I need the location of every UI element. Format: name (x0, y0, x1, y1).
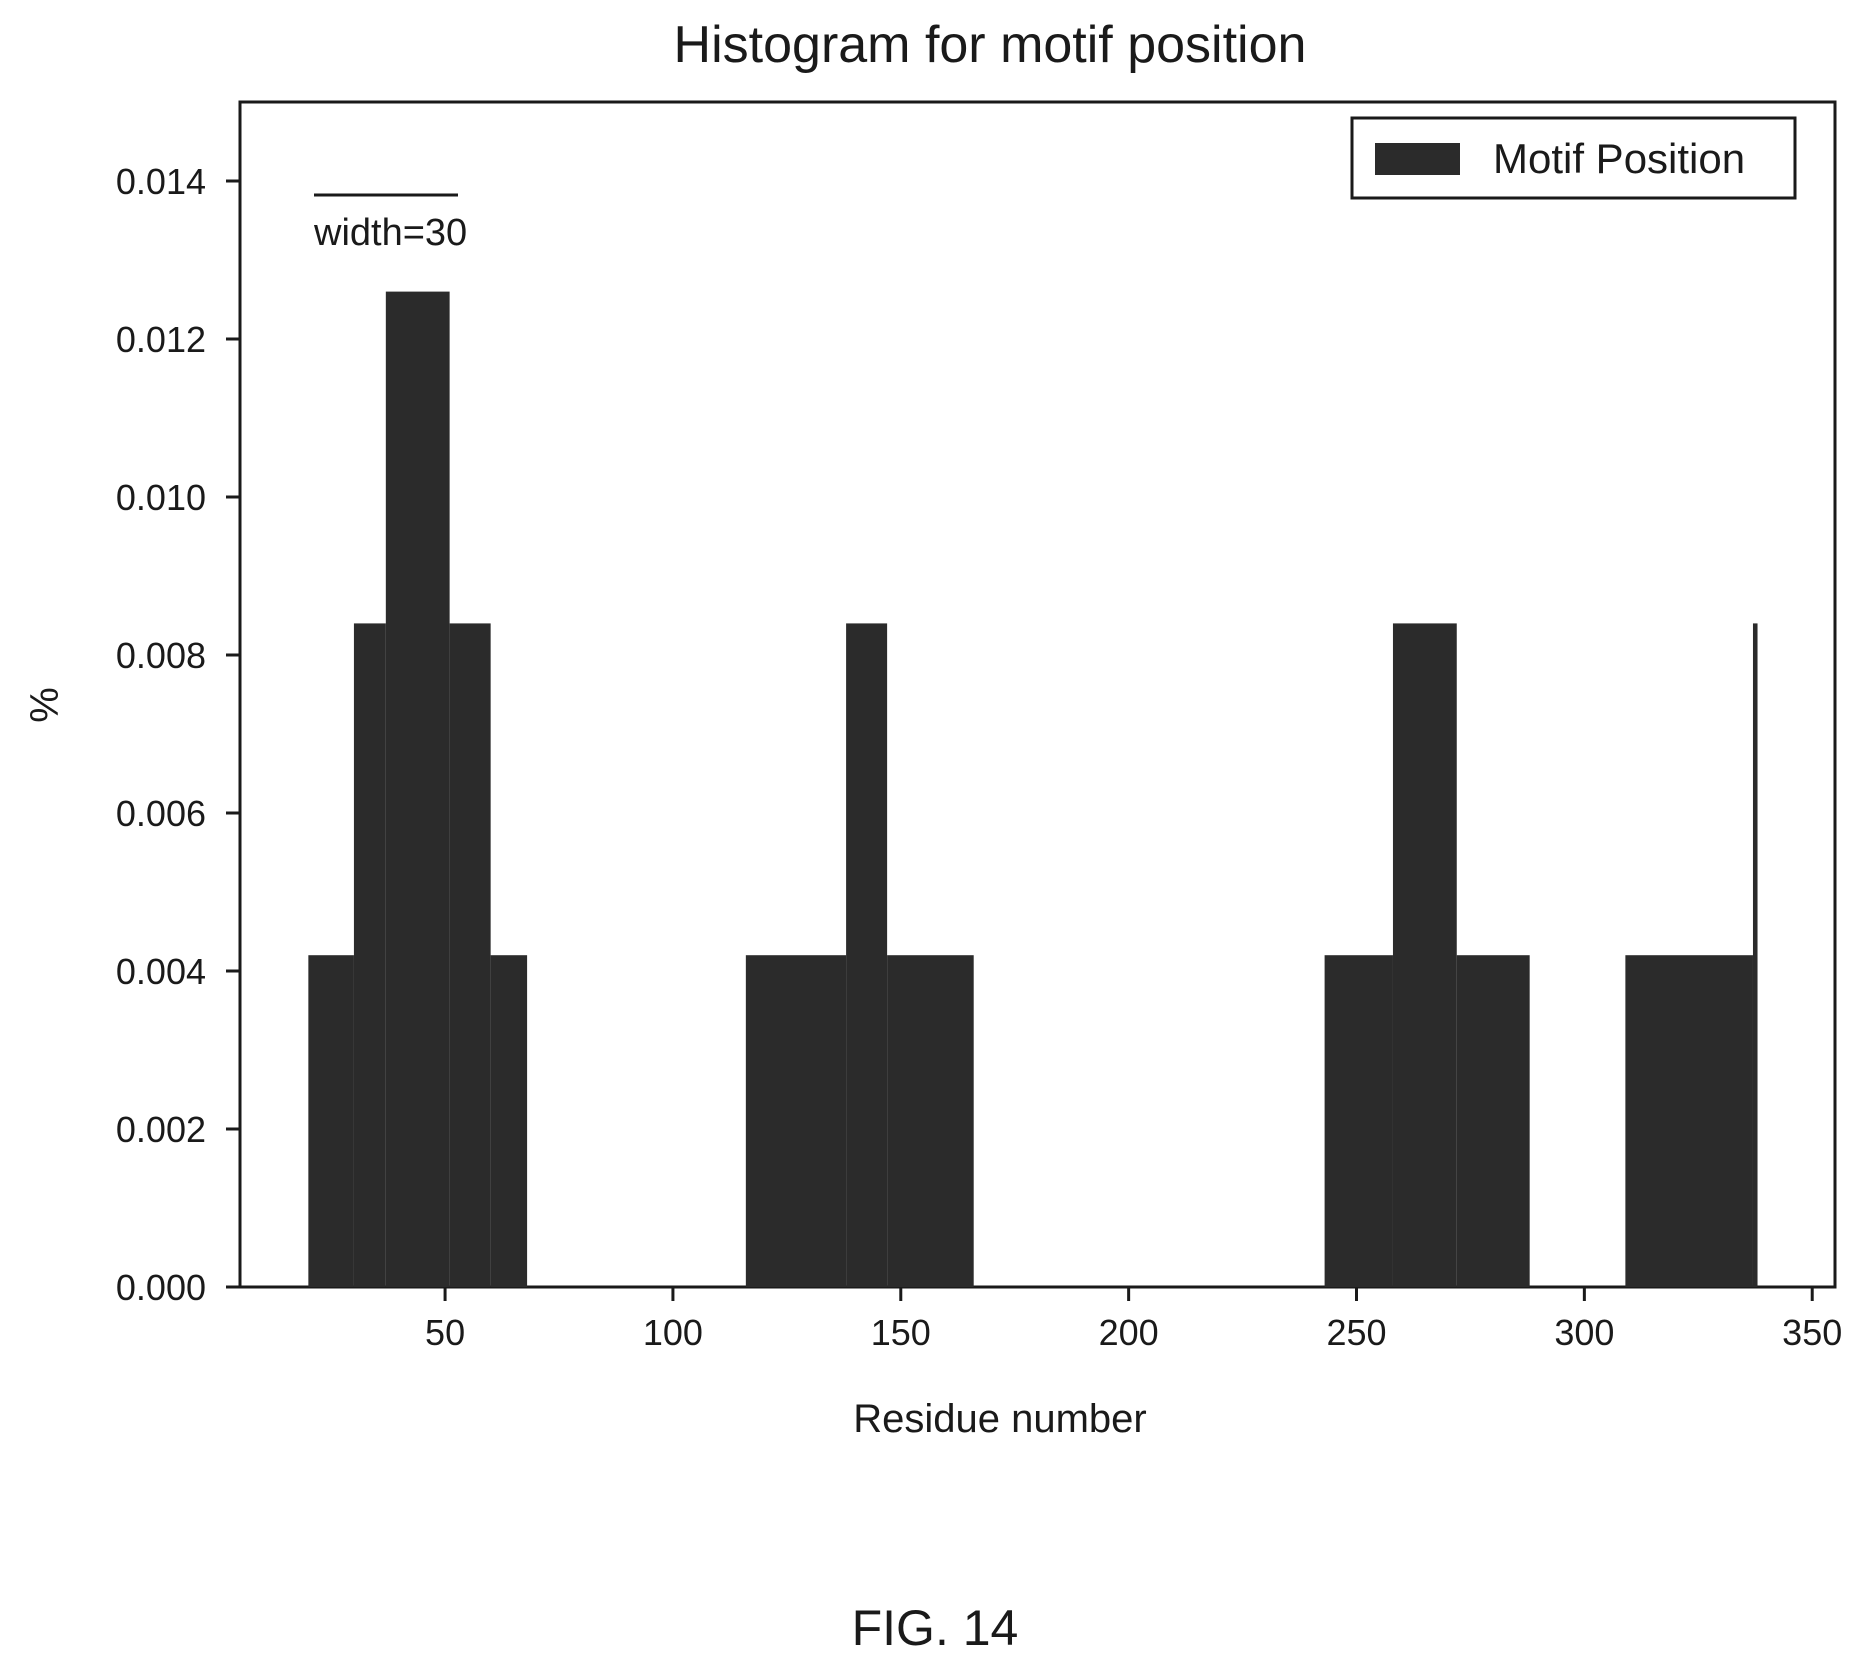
y-axis-ticks: 0.000 0.002 0.004 0.006 0.008 0.010 0.012 0.014 (116, 161, 240, 1308)
x-tick-label: 200 (1099, 1312, 1159, 1353)
bin-width-annotation: width=30 (313, 212, 467, 254)
histogram-bar (353, 623, 386, 1287)
histogram-bar (887, 955, 974, 1287)
y-tick-label: 0.002 (116, 1109, 206, 1150)
x-tick-label: 350 (1782, 1312, 1842, 1353)
x-axis-ticks: 50 100 150 200 250 300 350 (425, 1287, 1842, 1353)
x-tick-label: 50 (425, 1312, 465, 1353)
y-tick-label: 0.006 (116, 793, 206, 834)
histogram-bar (385, 291, 450, 1288)
histogram-bars (308, 291, 1758, 1288)
figure-caption: FIG. 14 (852, 1600, 1019, 1656)
y-tick-label: 0.008 (116, 635, 206, 676)
y-tick-label: 0.004 (116, 951, 206, 992)
histogram-bar (1324, 955, 1393, 1287)
y-tick-label: 0.014 (116, 161, 206, 202)
x-tick-label: 150 (871, 1312, 931, 1353)
histogram-bar (1456, 955, 1530, 1287)
histogram-bar (490, 955, 528, 1287)
x-tick-label: 250 (1326, 1312, 1386, 1353)
x-tick-label: 300 (1554, 1312, 1614, 1353)
legend-label-motif-position: Motif Position (1493, 135, 1745, 182)
x-tick-label: 100 (643, 1312, 703, 1353)
x-axis-label: Residue number (853, 1397, 1147, 1441)
histogram-bar (449, 623, 491, 1287)
histogram-bar (745, 955, 847, 1287)
y-tick-label: 0.000 (116, 1267, 206, 1308)
y-axis-label: % (23, 687, 67, 723)
legend-swatch (1375, 143, 1460, 175)
y-tick-label: 0.012 (116, 319, 206, 360)
histogram-bar (1752, 623, 1758, 1287)
legend: Motif Position (1350, 116, 1797, 200)
histogram-bar (846, 623, 888, 1287)
chart-title: Histogram for motif position (674, 16, 1307, 74)
histogram-bar (1625, 955, 1753, 1287)
histogram-bar (308, 955, 354, 1287)
y-tick-label: 0.010 (116, 477, 206, 518)
histogram-bar (1392, 623, 1457, 1287)
